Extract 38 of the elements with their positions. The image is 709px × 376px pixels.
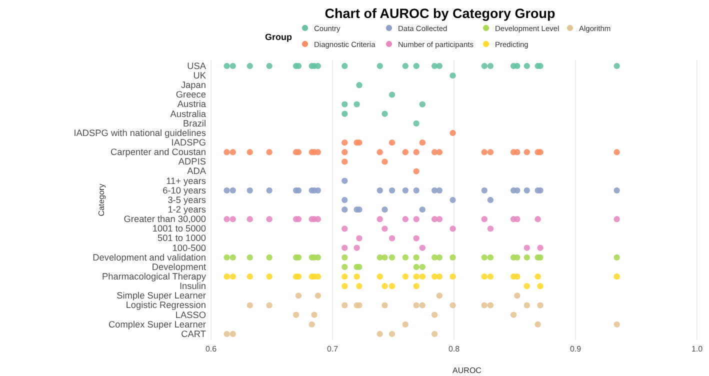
y-tick-label: Australia: [170, 108, 207, 119]
y-tick-label: 100-500: [172, 242, 206, 253]
y-tick-label: ADPIS: [178, 156, 206, 167]
x-tick-label: 0.7: [326, 344, 339, 354]
y-tick-label: Complex Super Learner: [108, 319, 206, 330]
y-tick-label: 11+ years: [166, 176, 206, 186]
y-tick-label: USA: [187, 60, 207, 71]
legend-title: Group: [265, 32, 292, 42]
x-tick-label: 0.8: [448, 344, 460, 354]
y-tick-label: Greece: [176, 90, 206, 100]
y-tick-label: IADSPG with national guidelines: [74, 128, 206, 138]
y-tick-label: 1001 to 5000: [152, 224, 206, 234]
y-tick-label: Carpenter and Coustan: [110, 147, 206, 158]
x-axis-title: AUROC: [452, 366, 482, 375]
y-tick-label: ADA: [187, 166, 207, 176]
y-tick-label: Logistic Regression: [126, 300, 206, 310]
x-tick-label: 0.9: [570, 344, 582, 354]
chart-title: Chart of AUROC by Category Group: [324, 6, 556, 21]
y-tick-label: 6-10 years: [162, 185, 206, 196]
x-tick-label: 0.6: [205, 344, 218, 354]
y-tick-label: Brazil: [183, 118, 206, 128]
y-tick-label: 1-2 years: [168, 204, 206, 215]
y-tick-label: Austria: [177, 99, 207, 110]
y-tick-label: LASSO: [175, 310, 206, 320]
y-tick-label: Insulin: [179, 281, 206, 292]
y-tick-label: UK: [193, 70, 207, 81]
y-tick-label: Development and validation: [92, 252, 206, 262]
x-tick-label: 1.0: [691, 344, 704, 354]
y-tick-label: Japan: [180, 80, 206, 90]
y-axis-title: Category: [97, 184, 106, 216]
y-tick-label: Pharmacological Therapy: [102, 272, 206, 282]
y-tick-label: CART: [181, 328, 206, 339]
y-tick-label: IADSPG: [171, 138, 206, 148]
y-tick-label: Simple Super Learner: [116, 290, 206, 301]
y-tick-label: 3-5 years: [168, 194, 206, 205]
y-tick-label: Development: [152, 262, 206, 272]
y-tick-label: Greater than 30,000: [124, 214, 206, 224]
y-tick-label: 501 to 1000: [157, 233, 206, 244]
